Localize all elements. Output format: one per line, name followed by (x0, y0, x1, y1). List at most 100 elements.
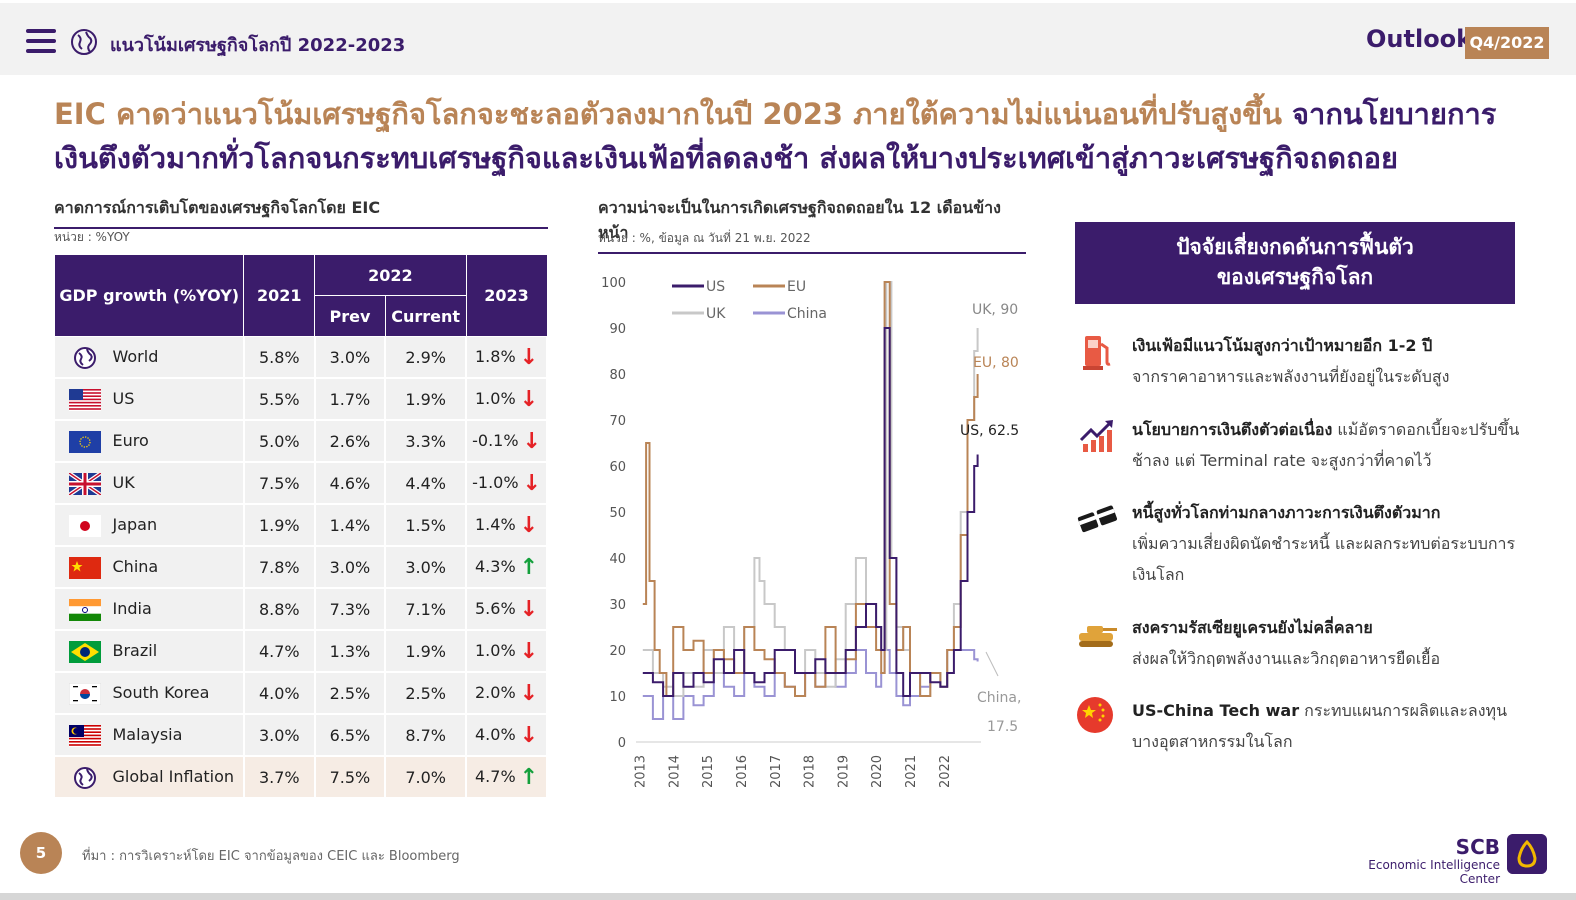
header-gdp-growth: GDP growth (%YOY) (53, 254, 245, 337)
br-flag-icon (68, 641, 101, 664)
x-tick-label: 2021 (904, 755, 919, 788)
value-y2021: 7.8% (243, 546, 316, 589)
value-2023-cell: 1.0% ↓ (466, 630, 548, 673)
country-name: Brazil (112, 640, 158, 660)
country-name: Malaysia (112, 724, 183, 744)
annotation-us: US, 62.5 (960, 423, 1019, 439)
value-2023: -0.1% (472, 430, 519, 450)
arrow-down-icon: ↓ (519, 386, 539, 412)
scb-logo-icon (1507, 834, 1547, 874)
table-row: Malaysia 3.0% 6.5% 8.7% 4.0% ↓ (54, 714, 548, 757)
value-2023-cell: 1.0% ↓ (466, 378, 548, 421)
jp-flag-icon (68, 515, 101, 538)
y-tick-label: 10 (609, 690, 626, 705)
value-prev: 3.0% (314, 546, 387, 589)
country-cell: US (54, 378, 245, 421)
y-tick-label: 70 (609, 414, 626, 429)
value-current: 7.1% (385, 588, 468, 631)
value-prev: 7.3% (314, 588, 387, 631)
table-unit-label: หน่วย : %YOY (54, 230, 130, 244)
globe-icon (69, 767, 101, 790)
tank-icon (1079, 626, 1117, 647)
country-cell: Brazil (54, 630, 245, 673)
brand-name: SCB (1455, 835, 1500, 859)
us-flag-icon (68, 389, 101, 412)
table-row: South Korea 4.0% 2.5% 2.5% 2.0% ↓ (54, 672, 548, 715)
arrow-up-icon: ↑ (519, 554, 539, 580)
x-tick-label: 2018 (803, 755, 818, 788)
arrow-up-icon: ↑ (519, 764, 539, 790)
value-current: 2.9% (385, 336, 468, 379)
risk-3-bold: หนี้สูงทั่วโลกท่ามกลางภาวะการเงินตึงตัวม… (1132, 503, 1441, 522)
risk-2-bold: นโยบายการเงินตึงตัวต่อเนื่อง (1132, 420, 1333, 439)
table-row: Japan 1.9% 1.4% 1.5% 1.4% ↓ (54, 504, 548, 547)
annotation-china: 17.5 (987, 719, 1018, 735)
header-2022: 2022 (314, 254, 467, 296)
broken-card-icon (1077, 505, 1118, 533)
footer-bar (0, 893, 1576, 900)
y-tick-label: 20 (609, 644, 626, 659)
value-prev: 1.7% (314, 378, 387, 421)
country-name: Euro (112, 430, 149, 450)
value-current: 1.9% (385, 378, 468, 421)
arrow-down-icon: ↓ (519, 512, 539, 538)
value-2023-cell: 4.3% ↑ (466, 546, 548, 589)
arrow-down-icon: ↓ (519, 722, 539, 748)
value-2023: 5.6% (475, 598, 516, 618)
headline-part-1: EIC คาดว่าแนวโน้มเศรษฐกิจโลกจะชะลอตัวลงม… (54, 97, 1282, 131)
china-flag-icon (1077, 697, 1113, 733)
arrow-down-icon: ↓ (519, 596, 539, 622)
arrow-down-icon: ↓ (519, 638, 539, 664)
table-row: World 5.8% 3.0% 2.9% 1.8% ↓ (54, 336, 548, 379)
quarter-badge: Q4/2022 (1465, 27, 1549, 59)
value-current: 8.7% (385, 714, 468, 757)
x-tick-label: 2019 (836, 755, 851, 788)
y-tick-label: 50 (609, 506, 626, 521)
value-prev: 1.3% (314, 630, 387, 673)
value-y2021: 1.9% (243, 504, 316, 547)
arrow-down-icon: ↓ (522, 428, 541, 454)
legend-label-us: US (706, 279, 725, 295)
value-y2021: 3.0% (243, 714, 316, 757)
series-line-us (642, 327, 979, 697)
globe-icon (69, 347, 101, 370)
header-prev: Prev (314, 295, 386, 337)
headline-part-2: จากนโยบายการเงินตึงตัวมากทั่วโลกจนกระทบเ… (54, 97, 1497, 175)
country-cell: South Korea (54, 672, 245, 715)
series-line-uk (642, 281, 979, 697)
value-prev: 3.0% (314, 336, 387, 379)
country-name: Global Inflation (112, 766, 235, 786)
y-tick-label: 60 (609, 460, 626, 475)
value-2023-cell: 4.0% ↓ (466, 714, 548, 757)
x-tick-label: 2020 (870, 755, 885, 788)
value-y2021: 8.8% (243, 588, 316, 631)
risk-2-text: แม้อัตราดอกเบี้ยจะปรับขึ้นช้าลง แต่ Term… (1132, 420, 1520, 470)
legend-label-china: China (787, 306, 827, 322)
value-current: 3.3% (385, 420, 468, 463)
table-row: Brazil 4.7% 1.3% 1.9% 1.0% ↓ (54, 630, 548, 673)
top-bar: แนวโน้มเศรษฐกิจโลกปี 2022-2023 Outlook Q… (0, 0, 1576, 75)
value-current: 1.9% (385, 630, 468, 673)
value-2023-cell: -1.0% ↓ (466, 462, 548, 505)
y-tick-label: 80 (609, 368, 626, 383)
risk-1-bold: เงินเฟ้อมีแนวโน้มสูงกว่าเป้าหมายอีก 1-2 … (1132, 336, 1433, 355)
value-y2021: 4.7% (243, 630, 316, 673)
china-annotation-leader (985, 651, 999, 677)
value-2023-cell: 4.7% ↑ (466, 756, 548, 799)
country-name: South Korea (112, 682, 210, 702)
table-row: UK 7.5% 4.6% 4.4% -1.0% ↓ (54, 462, 548, 505)
value-2023: 4.7% (475, 766, 516, 786)
risk-5-text: กระทบแผนการผลิตและลงทุนบางอุตสาหกรรมในโล… (1132, 701, 1508, 751)
brand-subtitle: Economic Intelligence Center (1368, 858, 1500, 886)
value-y2021: 3.7% (243, 756, 316, 799)
value-2023-cell: -0.1% ↓ (466, 420, 548, 463)
globe-icon (71, 29, 97, 55)
country-name: UK (112, 472, 135, 492)
eu-flag-icon (68, 431, 101, 454)
value-2023: 1.0% (475, 388, 516, 408)
value-2023: 1.8% (475, 346, 516, 366)
hamburger-menu-icon[interactable] (26, 29, 56, 53)
brand-block: SCB Economic Intelligence Center (1340, 836, 1500, 886)
value-2023-cell: 5.6% ↓ (466, 588, 548, 631)
risk-1-text: จากราคาอาหารและพลังงานที่ยังอยู่ในระดับส… (1132, 367, 1450, 386)
